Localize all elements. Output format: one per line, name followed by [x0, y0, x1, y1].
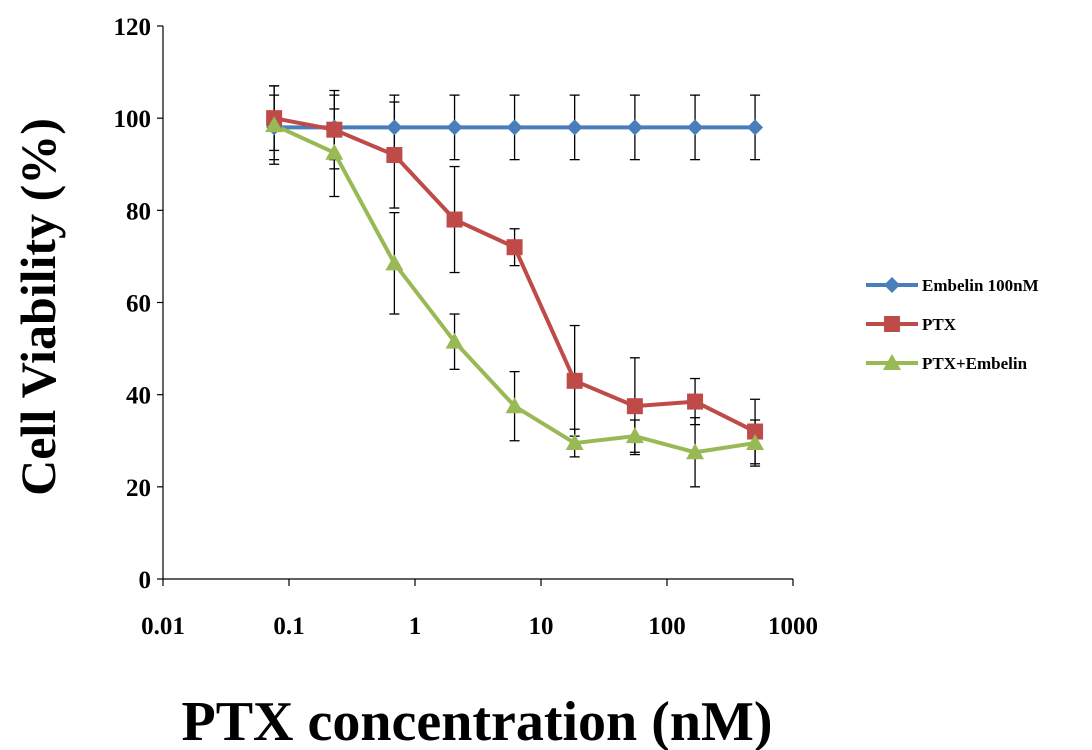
- data-point-square: [747, 423, 764, 440]
- legend-label: PTX+Embelin: [922, 354, 1028, 373]
- axes: [162, 26, 793, 580]
- data-point-triangle: [565, 434, 584, 451]
- legend-entry: PTX+Embelin: [866, 354, 1028, 373]
- legend-label: PTX: [922, 315, 957, 334]
- legend: Embelin 100nM PTX PTX+Embelin: [866, 276, 1039, 373]
- data-point-square: [626, 398, 643, 415]
- data-point-triangle: [625, 427, 644, 444]
- data-point-square: [326, 121, 343, 138]
- legend-entry: PTX: [866, 315, 957, 334]
- data-point-triangle: [445, 332, 464, 349]
- legend-marker: [884, 277, 900, 293]
- x-axis-title: PTX concentration (nM): [181, 691, 772, 750]
- data-point-square: [446, 211, 463, 228]
- x-tick-label: 1: [409, 613, 422, 640]
- x-tick-label: 0.1: [273, 613, 304, 640]
- data-point-square: [386, 147, 403, 164]
- x-tick-label: 10: [529, 613, 554, 640]
- data-point-triangle: [265, 116, 284, 133]
- y-tick-label: 20: [126, 475, 151, 502]
- series-markers: [265, 110, 765, 460]
- data-point-square: [687, 393, 704, 410]
- y-tick-label: 0: [139, 567, 152, 594]
- data-point-triangle: [686, 443, 705, 460]
- legend-marker: [884, 316, 900, 332]
- data-point-diamond: [446, 119, 463, 136]
- y-tick-label: 60: [126, 291, 151, 318]
- legend-entry: Embelin 100nM: [866, 276, 1039, 295]
- y-tick-label: 100: [114, 106, 152, 133]
- y-tick-label: 80: [126, 198, 151, 225]
- data-point-triangle: [385, 254, 404, 271]
- data-point-square: [566, 372, 583, 389]
- data-point-diamond: [747, 119, 764, 136]
- x-tick-label: 100: [648, 613, 686, 640]
- data-point-triangle: [505, 397, 524, 414]
- data-point-diamond: [386, 119, 403, 136]
- data-point-square: [506, 239, 523, 256]
- y-tick-label: 40: [126, 383, 151, 410]
- x-tick-label: 0.01: [141, 613, 185, 640]
- data-point-triangle: [746, 434, 765, 451]
- data-point-triangle: [325, 143, 344, 160]
- y-axis-title: Cell Viability (%): [10, 118, 66, 496]
- legend-label: Embelin 100nM: [922, 276, 1039, 295]
- y-tick-label: 120: [114, 14, 152, 41]
- error-bars: [269, 85, 761, 488]
- x-tick-label: 1000: [768, 613, 818, 640]
- data-point-diamond: [566, 119, 583, 136]
- data-point-diamond: [687, 119, 704, 136]
- tick-labels: 0 20 40 60 80 100 120 0.01 0.1 1 10 100 1000: [114, 14, 819, 640]
- data-point-diamond: [626, 119, 643, 136]
- legend-marker: [883, 354, 901, 370]
- data-point-diamond: [506, 119, 523, 136]
